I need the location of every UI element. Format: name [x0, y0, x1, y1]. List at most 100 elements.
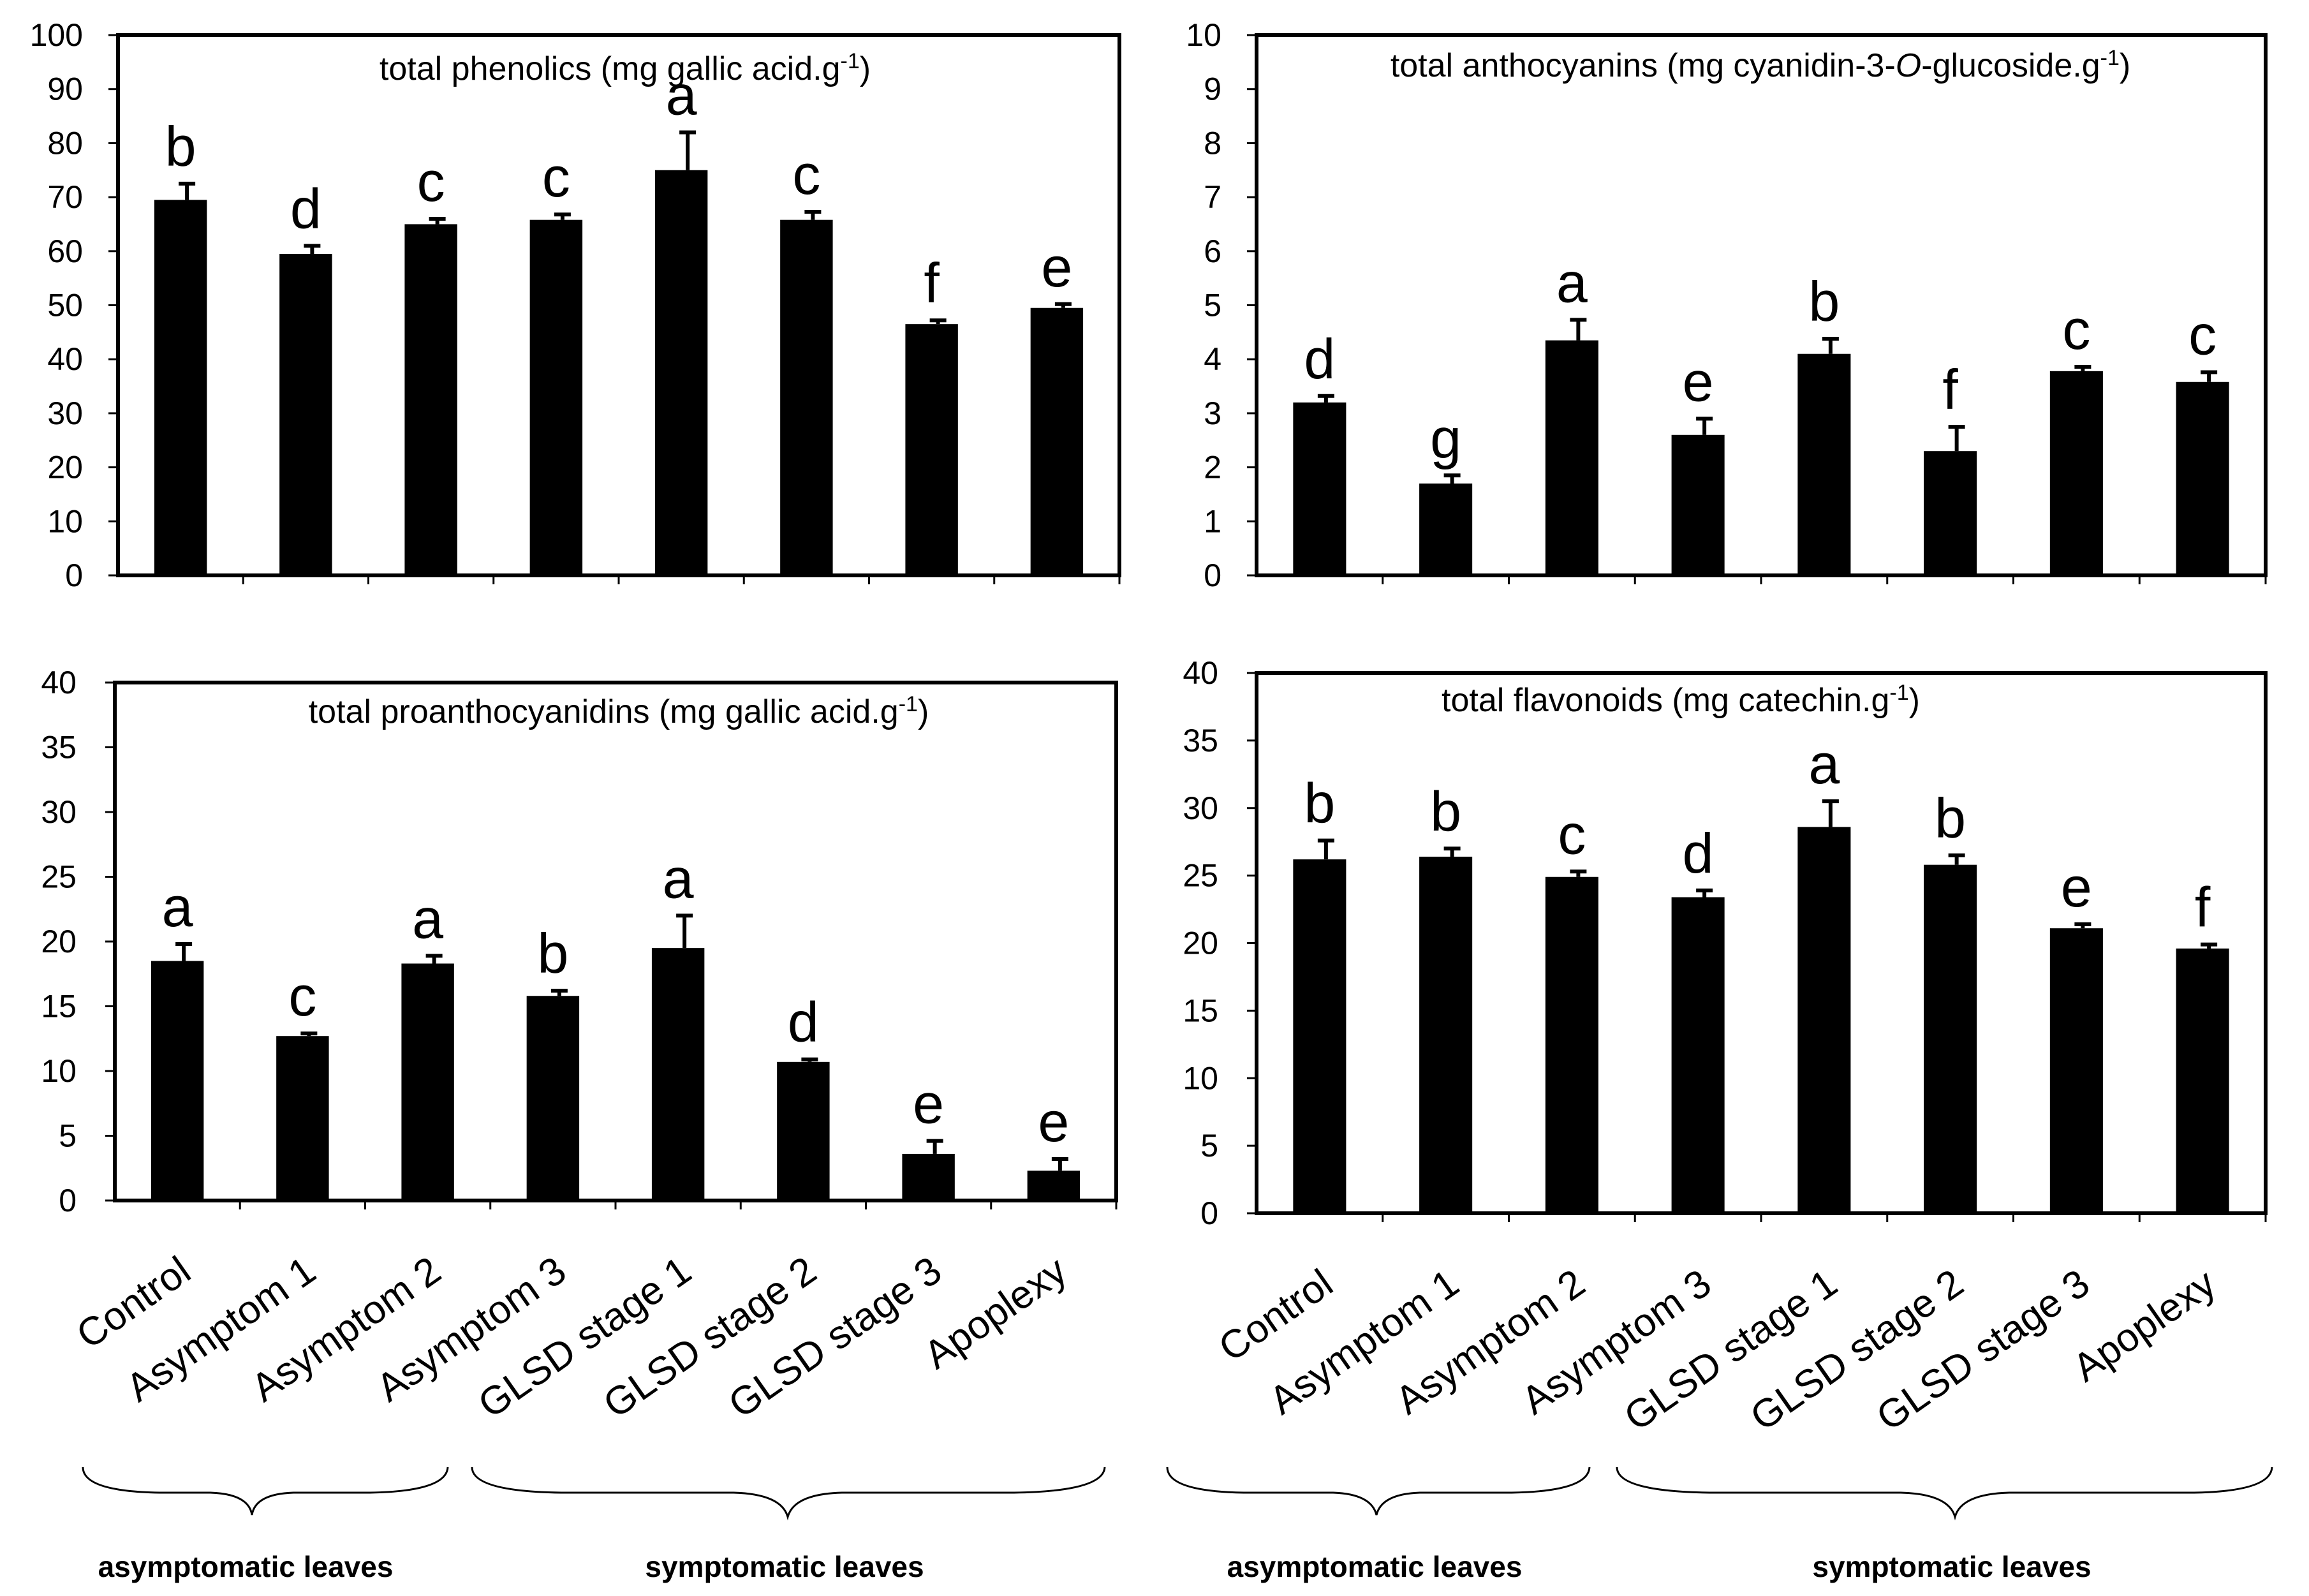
y-tick-label: 20 — [41, 924, 77, 959]
plot-frame — [1255, 671, 2268, 1215]
bar — [1797, 353, 1851, 575]
significance-letter: b — [1808, 270, 1840, 333]
bar — [780, 219, 833, 575]
bar — [401, 963, 454, 1201]
y-tick-label: 6 — [1204, 233, 1221, 269]
y-tick-label: 10 — [1183, 1060, 1218, 1096]
significance-letter: f — [2195, 876, 2211, 939]
plot-frame — [113, 681, 1118, 1202]
bar — [279, 254, 332, 575]
plot-frame — [116, 33, 1121, 577]
bar — [1419, 856, 1473, 1213]
significance-letter: a — [1556, 251, 1588, 314]
significance-letter: e — [1041, 235, 1072, 299]
bar — [777, 1061, 830, 1201]
bar — [902, 1153, 955, 1201]
y-tick-label: 40 — [41, 665, 77, 700]
bar — [2049, 928, 2103, 1213]
x-category-label: GLSD stage 1 — [471, 1248, 700, 1427]
bar — [651, 948, 705, 1201]
x-category-label: GLSD stage 3 — [1869, 1261, 2098, 1440]
bar — [529, 219, 583, 575]
significance-letter: e — [1038, 1090, 1069, 1153]
y-tick-label: 5 — [1200, 1128, 1218, 1164]
y-tick-label: 1 — [1204, 503, 1221, 539]
significance-letter: c — [2188, 304, 2217, 367]
chart-title: total flavonoids (mg catechin.g-1) — [1442, 681, 1920, 719]
y-tick-label: 3 — [1204, 395, 1221, 431]
significance-letter: b — [165, 115, 196, 178]
significance-letter: a — [1808, 732, 1840, 795]
bar — [276, 1036, 329, 1201]
significance-letter: e — [913, 1072, 944, 1135]
chart-title: total phenolics (mg gallic acid.g-1) — [380, 49, 871, 87]
bar — [154, 200, 207, 576]
y-tick-label: 50 — [47, 288, 83, 323]
y-tick-label: 40 — [47, 341, 83, 377]
significance-letter: b — [537, 922, 568, 985]
significance-letter: a — [666, 63, 697, 126]
y-tick-label: 40 — [1183, 655, 1218, 691]
y-tick-label: 0 — [1204, 558, 1221, 593]
significance-letter: c — [417, 150, 445, 213]
bar — [1293, 402, 1346, 575]
bar — [1924, 864, 1977, 1213]
x-category-label: Apoplexy — [2065, 1261, 2224, 1391]
x-category-label: GLSD stage 1 — [1616, 1261, 1845, 1440]
x-category-label: GLSD stage 3 — [721, 1248, 950, 1427]
significance-letter: a — [663, 846, 694, 910]
bar — [1030, 307, 1084, 575]
bar — [1671, 897, 1725, 1213]
y-tick-label: 7 — [1204, 179, 1221, 215]
bar — [1293, 859, 1346, 1213]
panel-total-flavonoids: 0 5 10 15 20 25 30 35 40 total flavonoids (mg cat… — [1183, 655, 2268, 1440]
brace-asymptomatic-right — [1166, 1467, 1591, 1516]
bar — [2176, 381, 2229, 575]
significance-letter: c — [542, 145, 570, 209]
y-tick-label: 0 — [65, 558, 83, 593]
bar — [404, 224, 457, 575]
significance-letter: b — [1304, 772, 1335, 835]
panel-total-anthocyanins: 0 1 2 3 4 5 6 7 8 9 10 total anthocyanins (mg cyani… — [1186, 17, 2268, 593]
y-tick-label: 5 — [59, 1118, 77, 1154]
y-tick-label: 30 — [41, 794, 77, 830]
x-category-label: Apoplexy — [916, 1248, 1075, 1378]
chart-title: total anthocyanins (mg cyanidin-3-O-gluc… — [1391, 46, 2130, 84]
bar — [1924, 451, 1977, 575]
y-tick-label: 100 — [30, 17, 83, 53]
y-tick-label: 35 — [1183, 723, 1218, 758]
y-tick-label: 25 — [1183, 858, 1218, 894]
group-label-asymptomatic-left: asymptomatic leaves — [98, 1550, 394, 1583]
significance-letter: e — [2061, 855, 2092, 919]
significance-letter: f — [924, 251, 940, 314]
significance-letter: d — [1683, 822, 1714, 885]
y-tick-label: 60 — [47, 233, 83, 269]
significance-letter: f — [1942, 358, 1958, 421]
significance-letter: e — [1683, 350, 1714, 413]
y-tick-label: 15 — [41, 989, 77, 1024]
y-tick-label: 9 — [1204, 71, 1221, 107]
y-tick-label: 25 — [41, 859, 77, 895]
significance-letter: d — [290, 177, 321, 240]
y-tick-label: 20 — [1183, 926, 1218, 961]
chart-title: total proanthocyanidins (mg gallic acid.… — [309, 692, 929, 730]
y-tick-label: 8 — [1204, 125, 1221, 161]
panel-total-proanthocyanidins: 0 5 10 15 20 25 30 35 40 total proanthocyanidins … — [41, 665, 1118, 1427]
brace-symptomatic-right — [1616, 1467, 2273, 1521]
y-tick-label: 4 — [1204, 341, 1221, 377]
y-tick-label: 30 — [47, 395, 83, 431]
bar — [2176, 948, 2229, 1213]
group-label-asymptomatic-right: asymptomatic leaves — [1227, 1550, 1523, 1583]
significance-letter: g — [1430, 406, 1461, 469]
y-tick-label: 70 — [47, 179, 83, 215]
bar — [1027, 1171, 1081, 1201]
group-label-symptomatic-left: symptomatic leaves — [645, 1550, 924, 1583]
bar — [1545, 340, 1598, 575]
y-tick-label: 15 — [1183, 993, 1218, 1028]
significance-letter: c — [288, 964, 316, 1028]
y-tick-label: 30 — [1183, 790, 1218, 826]
plot-frame — [1255, 33, 2268, 577]
bar — [151, 961, 204, 1201]
bar — [1671, 434, 1725, 575]
